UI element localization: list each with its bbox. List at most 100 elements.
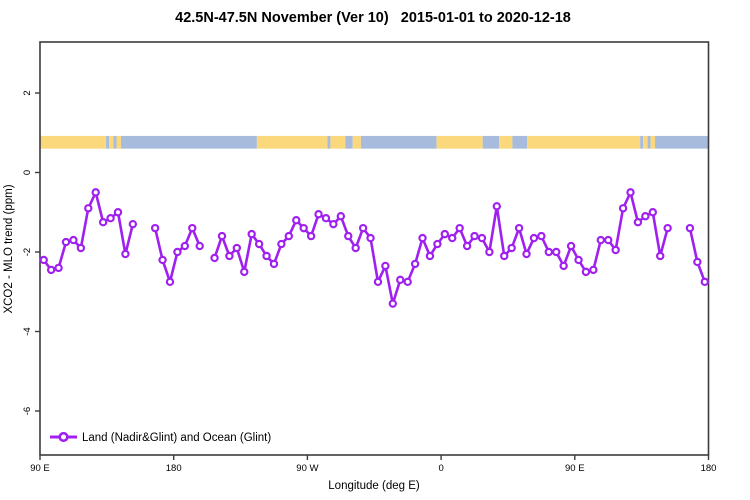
map-strip-segment-land	[436, 135, 483, 149]
x-tick-label: 0	[438, 463, 443, 474]
data-point-marker	[589, 265, 598, 275]
data-point-marker	[69, 235, 78, 245]
data-point-marker	[180, 241, 190, 251]
data-point-marker	[537, 231, 546, 241]
data-point-marker	[492, 202, 502, 211]
data-point-marker	[336, 212, 346, 221]
data-point-marker	[128, 219, 138, 229]
data-point-marker	[581, 267, 591, 277]
data-point-marker	[165, 277, 175, 287]
data-point-marker	[329, 219, 338, 229]
data-point-marker	[663, 223, 672, 233]
map-strip-segment-ocean	[640, 135, 644, 149]
chart-title: 42.5N-47.5N November (Ver 10) 2015-01-01…	[175, 10, 571, 26]
x-tick-label: 90 W	[296, 463, 318, 474]
map-strip-segment-ocean	[512, 135, 528, 149]
map-strip-segment-ocean	[655, 135, 709, 149]
data-point-marker	[61, 237, 71, 247]
data-point-marker	[418, 233, 427, 243]
y-tick-label: -6	[22, 407, 33, 415]
legend-marker-circle	[58, 431, 69, 443]
y-tick-label: -2	[22, 248, 33, 256]
data-point-marker	[641, 212, 650, 221]
data-point-marker	[344, 231, 353, 241]
data-point-marker	[604, 235, 613, 245]
data-point-marker	[485, 247, 494, 257]
data-point-marker	[388, 299, 398, 308]
legend: Land (Nadir&Glint) and Ocean (Glint)	[50, 431, 271, 444]
map-strip-segment-land	[256, 135, 328, 149]
data-point-marker	[91, 188, 100, 197]
y-tick-label: -4	[22, 327, 33, 335]
data-point-marker	[277, 239, 286, 249]
data-point-marker	[656, 251, 665, 261]
x-tick-label: 90 E	[30, 463, 50, 474]
data-point-marker	[552, 247, 561, 257]
data-point-marker	[306, 231, 316, 241]
data-point-marker	[254, 239, 264, 249]
data-point-marker	[618, 204, 628, 213]
plot-box	[39, 41, 710, 456]
data-point-marker	[113, 208, 123, 217]
data-point-marker	[150, 223, 160, 233]
series-line	[42, 191, 135, 272]
data-point-marker	[470, 231, 479, 241]
data-point-marker	[448, 233, 457, 243]
data-point-marker	[574, 255, 583, 265]
data-point-marker	[544, 247, 554, 257]
series-line	[688, 226, 707, 284]
data-point-marker	[700, 277, 709, 287]
data-point-marker	[232, 243, 242, 253]
data-point-marker	[54, 263, 63, 273]
data-point-marker	[225, 251, 234, 261]
map-strip-segment-ocean	[327, 135, 331, 149]
data-point-marker	[455, 223, 464, 233]
data-point-marker	[84, 204, 93, 213]
data-point-marker	[559, 261, 568, 271]
data-point-marker	[433, 239, 442, 249]
data-point-marker	[188, 223, 197, 233]
data-point-marker	[269, 259, 279, 269]
y-tick-label: 0	[22, 170, 33, 175]
data-point-marker	[514, 223, 524, 233]
data-point-marker	[596, 235, 605, 245]
y-tick-label: 2	[22, 90, 33, 95]
data-point-marker	[403, 277, 412, 287]
map-strip-segment-land	[527, 135, 641, 149]
data-point-marker	[284, 231, 294, 241]
map-strip-segment-land	[116, 135, 121, 149]
map-strip-segment-land	[330, 135, 346, 149]
map-strip-segment-ocean	[345, 135, 353, 149]
data-point-marker	[299, 223, 308, 233]
map-strip-segment-land	[499, 135, 513, 149]
data-point-marker	[106, 214, 115, 223]
data-point-marker	[173, 247, 182, 257]
data-point-marker	[626, 188, 635, 197]
data-point-marker	[381, 261, 390, 271]
data-point-marker	[396, 275, 405, 285]
map-strip-segment-land	[643, 135, 648, 149]
data-point-marker	[39, 255, 48, 265]
data-point-marker	[358, 223, 368, 233]
map-strip-segment-ocean	[120, 135, 257, 149]
x-tick-label: 180	[701, 463, 717, 474]
data-point-marker	[507, 243, 516, 253]
data-point-marker	[566, 241, 576, 251]
x-tick-label: 180	[166, 463, 182, 474]
data-point-marker	[633, 217, 643, 227]
data-point-marker	[477, 233, 487, 243]
data-point-marker	[529, 233, 539, 243]
data-point-marker	[314, 210, 323, 219]
data-point-marker	[158, 255, 167, 265]
data-point-marker	[247, 229, 256, 239]
data-point-marker	[351, 243, 360, 253]
data-point-marker	[440, 229, 450, 239]
data-point-marker	[121, 249, 130, 259]
data-point-marker	[648, 208, 657, 217]
data-point-marker	[46, 265, 56, 275]
x-tick-label: 90 E	[565, 463, 585, 474]
legend-label: Land (Nadir&Glint) and Ocean (Glint)	[82, 432, 271, 444]
map-strip-segment-ocean	[106, 135, 110, 149]
